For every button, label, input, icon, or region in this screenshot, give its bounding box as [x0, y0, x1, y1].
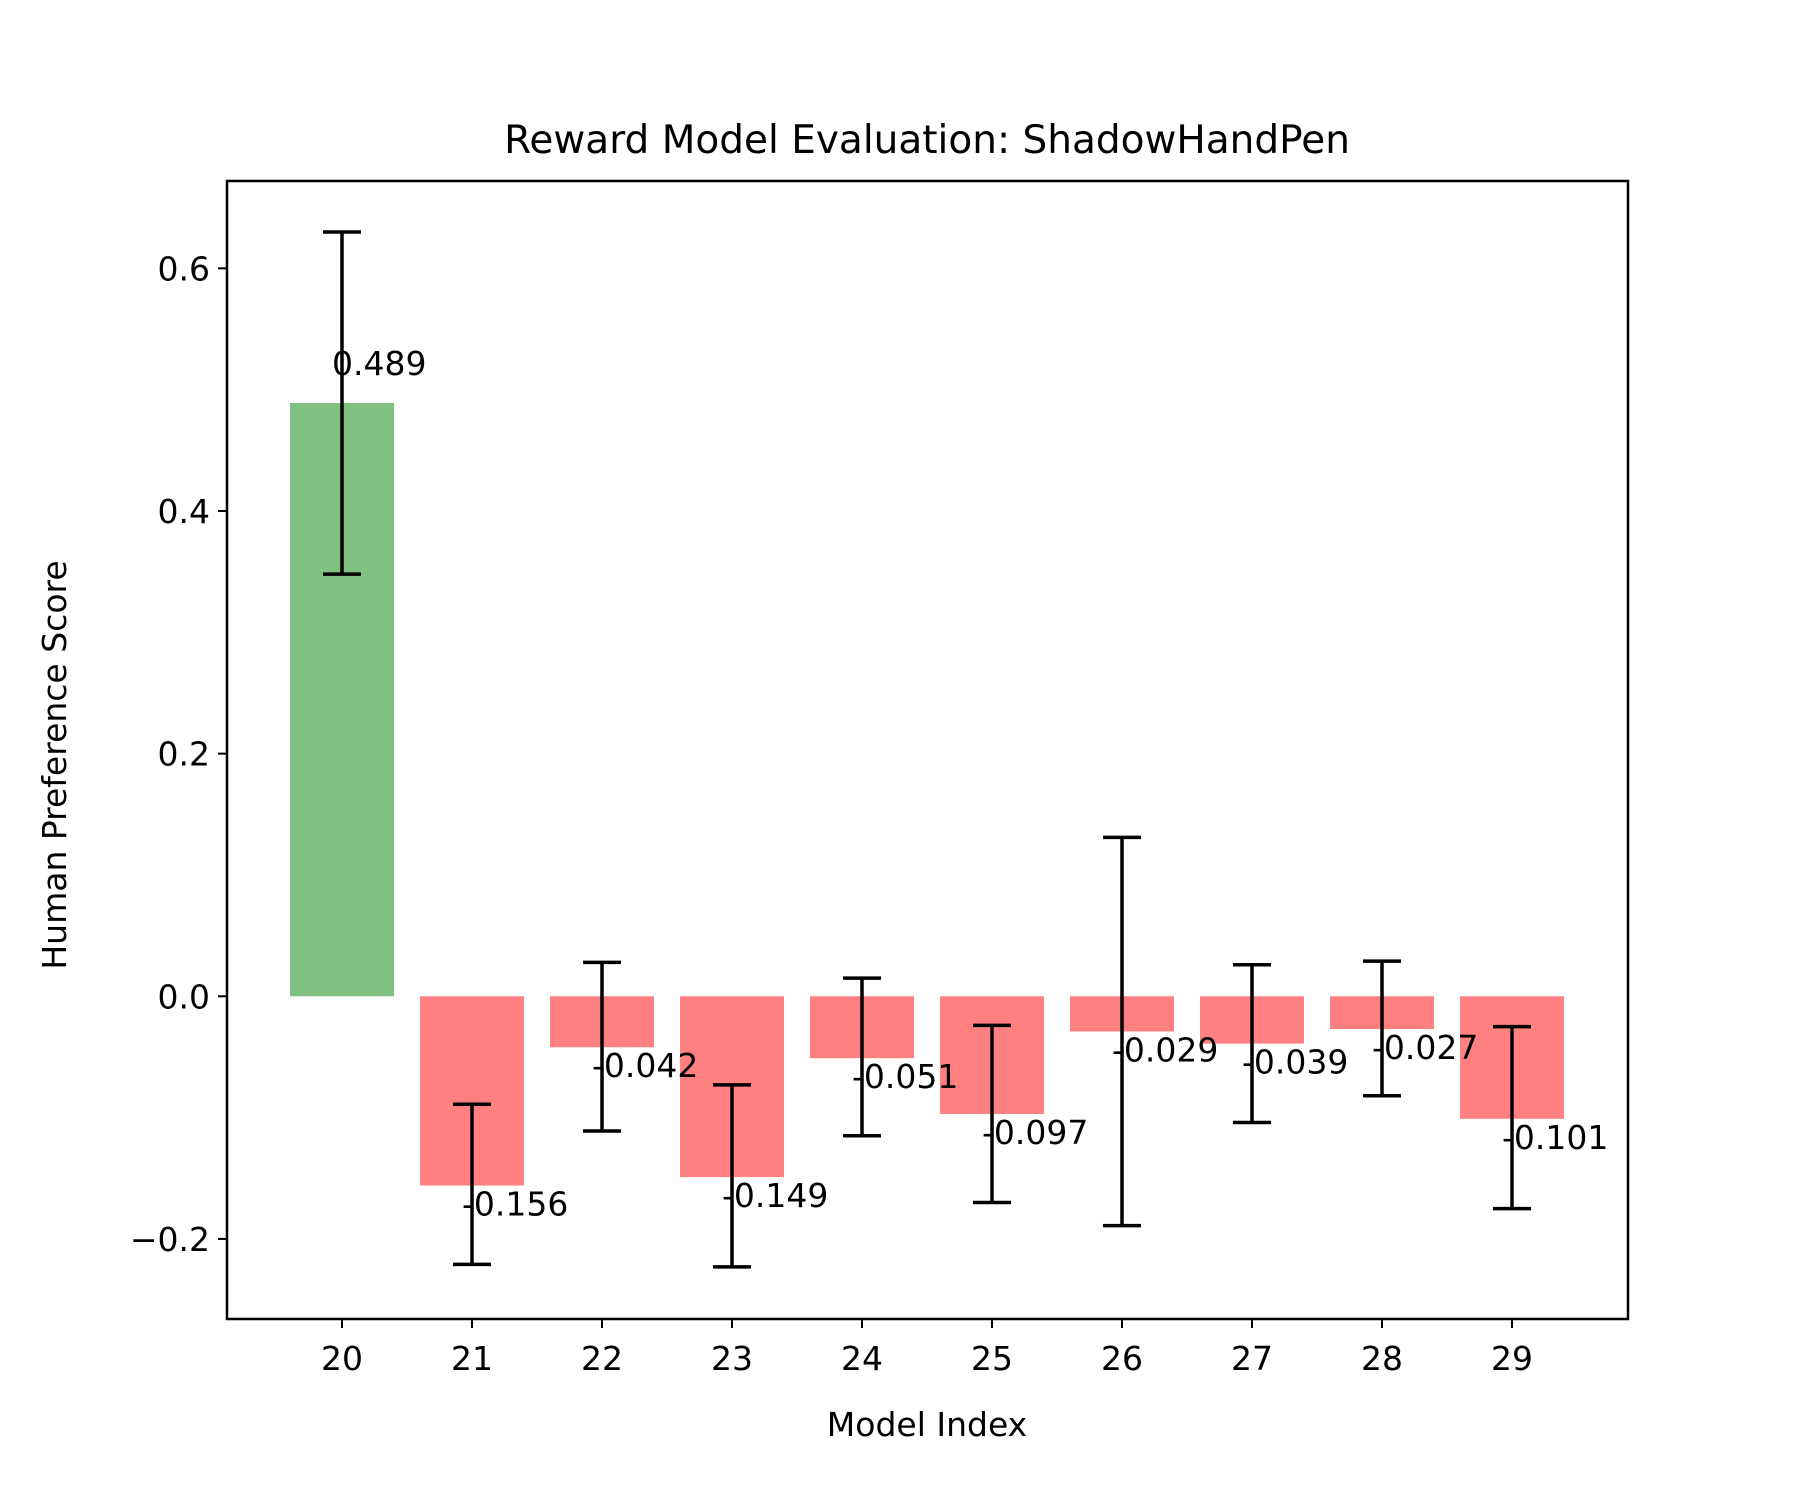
x-tick-label: 29 — [1491, 1339, 1533, 1378]
data-label-20: 0.489 — [332, 344, 426, 383]
x-tick-label: 23 — [711, 1339, 753, 1378]
data-label-22: -0.042 — [592, 1046, 698, 1085]
data-label-24: -0.051 — [852, 1057, 958, 1096]
data-label-26: -0.029 — [1112, 1030, 1218, 1069]
data-label-28: -0.027 — [1372, 1028, 1478, 1067]
x-tick-label: 27 — [1231, 1339, 1273, 1378]
y-tick-label: −0.2 — [130, 1220, 210, 1259]
chart-title: Reward Model Evaluation: ShadowHandPen — [504, 118, 1350, 163]
data-label-23: -0.149 — [722, 1176, 828, 1215]
data-label-25: -0.097 — [982, 1113, 1088, 1152]
y-tick-label: 0.0 — [158, 977, 210, 1016]
x-tick-label: 26 — [1101, 1339, 1143, 1378]
y-tick-label: 0.6 — [158, 249, 210, 288]
x-tick-label: 20 — [321, 1339, 363, 1378]
x-tick-label: 28 — [1361, 1339, 1403, 1378]
data-label-29: -0.101 — [1502, 1118, 1608, 1157]
x-axis-label: Model Index — [827, 1405, 1027, 1444]
y-axis-ticks: −0.2 0.0 0.2 0.4 0.6 — [130, 249, 227, 1259]
data-label-21: -0.156 — [462, 1185, 568, 1224]
y-tick-label: 0.2 — [158, 735, 210, 774]
y-tick-label: 0.4 — [158, 492, 210, 531]
x-tick-label: 24 — [841, 1339, 883, 1378]
x-tick-label: 25 — [971, 1339, 1013, 1378]
y-axis-label: Human Preference Score — [35, 560, 74, 969]
x-tick-label: 21 — [451, 1339, 493, 1378]
x-tick-label: 22 — [581, 1339, 623, 1378]
data-label-27: -0.039 — [1242, 1043, 1348, 1082]
x-axis-ticks: 20 21 22 23 24 25 26 27 28 29 — [321, 1319, 1533, 1378]
